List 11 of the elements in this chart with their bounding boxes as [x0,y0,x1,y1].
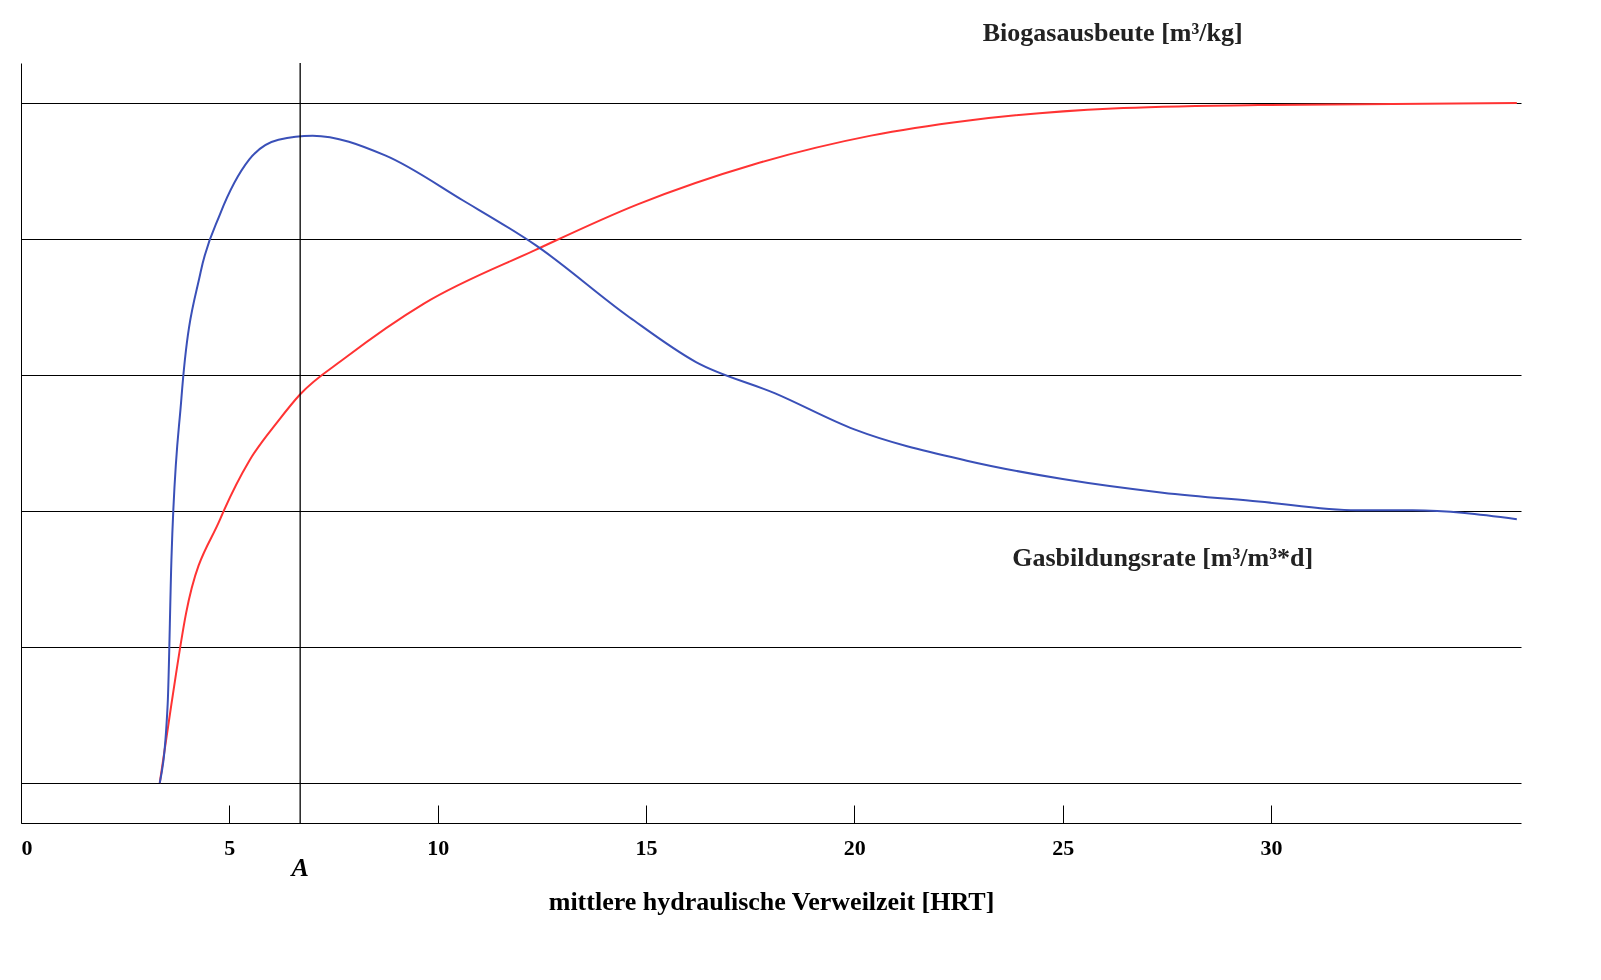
x-tick-label: 30 [1260,834,1283,860]
x-axis-title: mittlere hydraulische Verweilzeit [HRT] [548,886,995,916]
series-label: Gasbildungsrate [m³/m³*d] [1012,542,1314,572]
x-tick-label: 15 [635,834,658,860]
x-tick-label: 10 [427,834,450,860]
x-tick-label: 25 [1052,834,1075,860]
x-tick-label: 0 [21,834,33,860]
x-tick-label: 5 [224,834,236,860]
text: Biogasausbeute [m³/kg] [982,18,1243,48]
x-tick-label: 20 [843,834,866,860]
ref-line-label: A [289,853,309,882]
